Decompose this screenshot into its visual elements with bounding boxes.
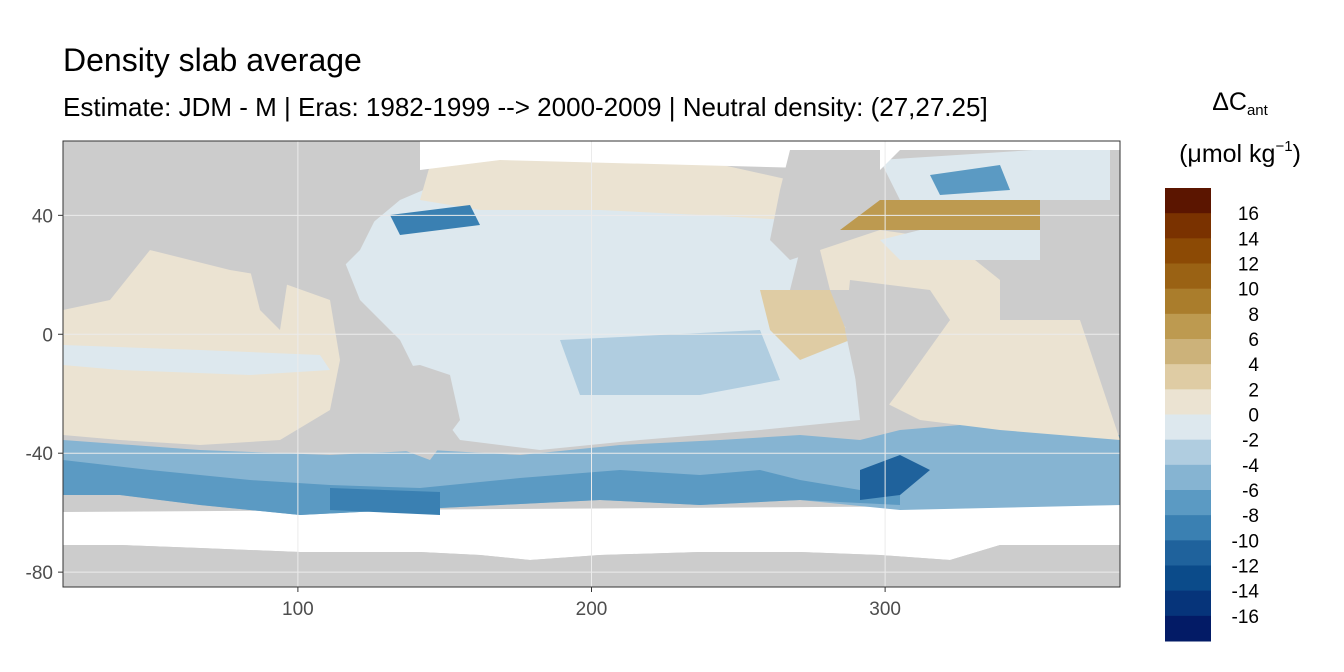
legend: 16 14 12 10 8 6 4 2 0 -2 -4 -6 -8 -10 -12 -14 -16: [1165, 188, 1259, 642]
chart-subtitle: Estimate: JDM - M | Eras: 1982-1999 --> …: [63, 92, 988, 122]
legend-color-swatch: [1165, 590, 1211, 617]
legend-label: 12: [1238, 255, 1259, 276]
arabia-landmass: [63, 250, 150, 310]
africa-east-landmass: [40, 141, 63, 440]
legend-label: 2: [1248, 380, 1259, 401]
kuroshio-patch: [390, 205, 480, 235]
legend-label: -14: [1232, 582, 1260, 603]
legend-unit-superscript: −1: [1275, 138, 1293, 155]
legend-color-swatch: [1165, 213, 1211, 239]
east-pacific-patch: [760, 290, 850, 360]
y-tick-label: 40: [32, 206, 53, 227]
legend-color-swatch: [1165, 188, 1211, 214]
legend-color-swatch: [1165, 238, 1211, 264]
legend-label: 6: [1248, 330, 1259, 351]
legend-color-swatch: [1165, 615, 1211, 642]
ocean-field: [63, 141, 1120, 560]
southern-ocean-deep: [330, 488, 440, 515]
legend-label: -2: [1242, 431, 1259, 452]
legend-label: -12: [1232, 557, 1259, 578]
legend-color-swatch: [1165, 389, 1211, 415]
y-tick-label: -40: [26, 444, 53, 465]
legend-label: 8: [1248, 305, 1259, 326]
legend-label: 10: [1238, 280, 1259, 301]
legend-unit-suffix: ): [1292, 140, 1301, 168]
grid-lines: [63, 141, 1120, 587]
africa-west-landmass: [1000, 250, 1120, 330]
legend-label: 16: [1238, 204, 1259, 225]
legend-color-swatch: [1165, 439, 1211, 466]
legend-label: 0: [1248, 406, 1259, 427]
legend-title: ΔCant: [1150, 88, 1330, 119]
y-tick-label: 0: [42, 325, 53, 346]
legend-color-swatch: [1165, 540, 1211, 566]
legend-color-swatch: [1165, 464, 1211, 491]
x-tick-label: 200: [576, 599, 608, 620]
legend-label: -8: [1242, 506, 1259, 527]
southern-ocean-core: [63, 460, 900, 515]
x-tick-label: 300: [869, 599, 901, 620]
legend-color-swatch: [1165, 313, 1211, 340]
legend-color-swatch: [1165, 414, 1211, 441]
legend-color-swatch: [1165, 263, 1211, 290]
legend-title-subscript: ant: [1246, 102, 1268, 119]
south-pacific-patch: [560, 330, 780, 395]
legend-color-swatch: [1165, 364, 1211, 390]
north-america-landmass: [770, 150, 880, 260]
legend-color-swatch: [1165, 515, 1211, 541]
x-tick-label: 100: [282, 599, 314, 620]
legend-label: -4: [1242, 456, 1259, 477]
legend-label: 4: [1248, 355, 1259, 376]
legend-unit: (μmol kg−1): [1150, 138, 1330, 169]
legend-label: -6: [1242, 481, 1259, 502]
india-landmass: [250, 265, 290, 330]
legend-label: -10: [1232, 531, 1259, 552]
labrador-sea-patch: [930, 165, 1010, 195]
north-pacific-band: [420, 150, 790, 220]
legend-color-swatch: [1165, 565, 1211, 592]
legend-unit-prefix: (μmol kg: [1179, 140, 1276, 168]
australia-landmass: [340, 365, 460, 460]
legend-color-swatch: [1165, 339, 1211, 365]
south-america-landmass: [845, 280, 950, 430]
chart-title: Density slab average: [63, 42, 362, 78]
indian-ocean-band: [63, 345, 330, 375]
legend-title-main: ΔC: [1212, 88, 1247, 116]
legend-label: -16: [1232, 607, 1259, 628]
legend-color-swatch: [1165, 288, 1211, 315]
legend-label: 14: [1238, 229, 1260, 250]
y-tick-label: -80: [26, 563, 53, 584]
drake-passage-patch: [860, 455, 930, 500]
legend-color-swatch: [1165, 490, 1211, 516]
